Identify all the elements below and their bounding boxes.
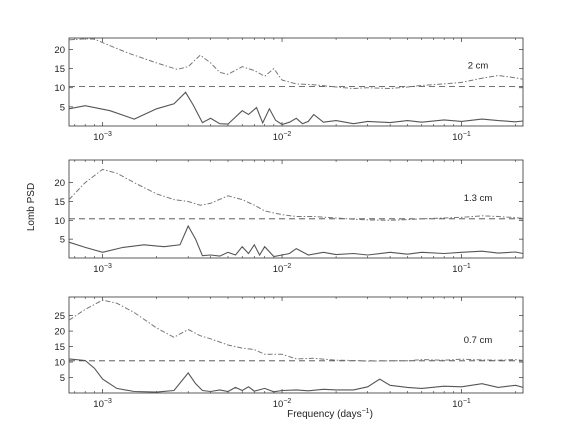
panel-annotation: 2 cm <box>468 61 489 72</box>
y-tick-label: 20 <box>54 178 65 189</box>
x-axis-label: Frequency (days−1) <box>287 408 373 420</box>
x-tick-label: 10−2 <box>273 263 292 275</box>
x-tick-label: 10−1 <box>452 398 471 410</box>
x-tick-label: 10−3 <box>93 131 112 143</box>
panel-annotation: 0.7 cm <box>464 335 493 346</box>
plot-frame <box>68 37 524 127</box>
x-tick-label: 10−1 <box>452 131 471 143</box>
panel-middle: 5 10 15 20 10−3 10−2 10−1 1.3 cm <box>54 159 524 275</box>
series-dashdot-line <box>68 38 524 90</box>
y-tick-label: 10 <box>54 216 65 227</box>
x-tick-label: 10−3 <box>93 263 112 275</box>
y-tick-label: 25 <box>54 311 65 322</box>
panel-annotation: 1.3 cm <box>464 193 493 204</box>
series-solid-line <box>68 224 524 258</box>
x-axis-label-end: ) <box>370 409 373 420</box>
panel-bottom: 5 10 15 20 25 10−3 10−2 10−1 0.7 cm <box>54 296 524 410</box>
series-solid-line <box>68 91 524 126</box>
x-axis-label-main: Frequency (days <box>287 409 361 420</box>
x-axis-label-exponent: −1 <box>362 408 370 415</box>
x-tick-label: 10−2 <box>273 131 292 143</box>
x-tick-label: 10−3 <box>93 398 112 410</box>
y-tick-label: 15 <box>54 342 65 353</box>
y-tick-label: 5 <box>60 235 65 246</box>
panel-top: 5 10 15 20 10−3 10−2 10−1 2 cm <box>54 37 524 143</box>
series-dashdot-line <box>68 299 524 362</box>
y-tick-label: 10 <box>54 83 65 94</box>
x-tick-label: 10−2 <box>273 398 292 410</box>
y-tick-label: 5 <box>60 102 65 113</box>
series-solid-line <box>68 358 524 393</box>
y-axis-label: Lomb PSD <box>26 183 37 231</box>
y-tick-label: 10 <box>54 358 65 369</box>
y-tick-label: 20 <box>54 45 65 56</box>
series-dashdot-line <box>68 168 524 221</box>
plot-frame <box>68 159 524 259</box>
y-tick-label: 5 <box>60 373 65 384</box>
y-tick-label: 15 <box>54 197 65 208</box>
y-tick-label: 20 <box>54 327 65 338</box>
y-tick-label: 15 <box>54 64 65 75</box>
x-tick-label: 10−1 <box>452 263 471 275</box>
plot-frame <box>68 296 524 394</box>
